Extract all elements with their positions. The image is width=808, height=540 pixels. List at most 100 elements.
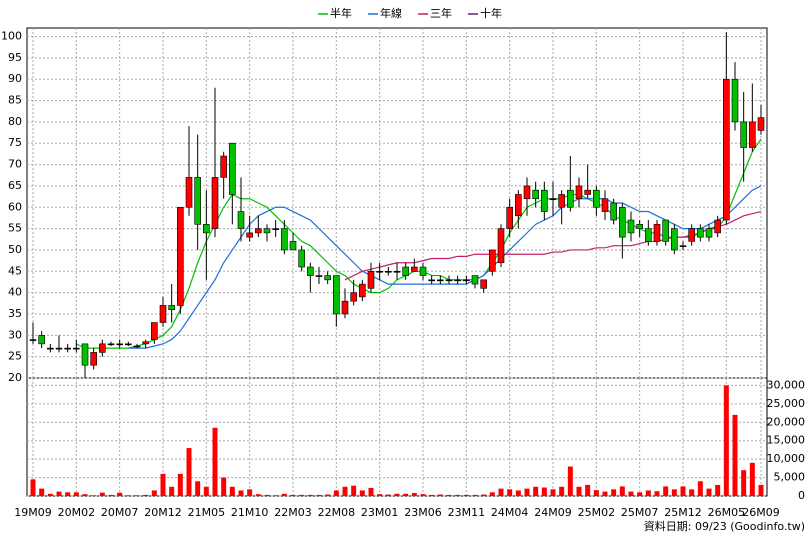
y-tick-label: 45 [8, 264, 22, 277]
candle-body [38, 335, 45, 345]
candle-body [714, 219, 721, 234]
volume-bar [671, 489, 677, 496]
candle-body [506, 206, 513, 229]
volume-bar [715, 484, 721, 496]
candle-body [133, 345, 141, 348]
candle-body [584, 189, 591, 195]
candle-body [29, 339, 37, 341]
candle-body [185, 177, 193, 208]
volume-bar [463, 494, 469, 496]
candle-body [263, 228, 271, 234]
footer: 資料日期: 09/23 (Goodinfo.tw) [644, 519, 805, 533]
y-tick-label: 55 [8, 222, 22, 235]
x-tick-label: 23M06 [404, 506, 442, 519]
volume-bar [125, 495, 131, 496]
legend-label: 半年 [330, 6, 352, 20]
candle-body [99, 343, 106, 353]
volume-bar [654, 491, 660, 496]
candle-body [168, 305, 175, 311]
candle-body [610, 202, 617, 221]
volume-bar [723, 385, 729, 496]
volume-bar [524, 488, 530, 496]
volume-bar [455, 494, 461, 496]
x-tick-label: 20M02 [58, 506, 96, 519]
candle-body [159, 305, 167, 323]
volume-bar [238, 490, 244, 496]
candle-body [619, 206, 626, 238]
x-tick-label: 20M07 [101, 506, 139, 519]
volume-bar [593, 490, 599, 496]
candle-body [324, 275, 331, 281]
candle-body [289, 241, 297, 251]
volume-bar [99, 492, 105, 496]
candle-body [246, 232, 253, 238]
candle-body [480, 279, 487, 289]
y-tick-label: 20 [8, 371, 22, 384]
y-tick-label: 25 [8, 350, 22, 363]
x-tick-label: 22M03 [274, 506, 312, 519]
candle-body [749, 121, 756, 148]
volume-bar [741, 470, 747, 496]
candle-body [220, 155, 227, 178]
candle-body [515, 194, 522, 217]
y2-tick-label: 5,000 [774, 471, 806, 484]
candle-body [428, 279, 435, 282]
y2-tick-label: 15,000 [767, 434, 806, 447]
candle-body [411, 266, 418, 272]
x-tick-label: 25M12 [664, 506, 702, 519]
y2-tick-label: 30,000 [767, 378, 806, 391]
volume-bar [611, 489, 617, 496]
volume-bar [359, 490, 365, 496]
y-tick-label: 40 [8, 286, 22, 299]
volume-bar [134, 495, 140, 496]
y2-tick-label: 10,000 [767, 452, 806, 465]
candle-body [81, 343, 89, 366]
volume-bar [65, 492, 71, 496]
candle-body [272, 228, 279, 230]
volume-bar [307, 494, 313, 496]
volume-bar [39, 488, 45, 496]
candle-body [142, 341, 149, 345]
volume-bar [706, 488, 712, 496]
candle-body [697, 228, 704, 238]
candle-body [471, 275, 479, 285]
volume-bar [411, 493, 417, 496]
volume-bar [680, 486, 686, 496]
candle-body [315, 275, 323, 277]
volume-bar [368, 487, 374, 496]
legend-label: 年線 [380, 6, 402, 20]
y-tick-label: 65 [8, 179, 22, 192]
volume-bar [645, 490, 651, 496]
volume-bar [403, 493, 409, 496]
volume-bar [229, 486, 235, 496]
candle-body [463, 279, 470, 282]
candle-body [497, 228, 505, 264]
volume-bar [203, 486, 209, 496]
volume-bar [56, 491, 62, 496]
volume-bar [663, 486, 669, 496]
volume-bar [333, 490, 339, 496]
candle-body [116, 343, 123, 346]
volume-bar [351, 485, 357, 496]
volume-bar [446, 494, 452, 496]
x-tick-label: 21M05 [188, 506, 226, 519]
candle-body [125, 343, 132, 346]
candle-body [177, 206, 184, 306]
candle-body [523, 185, 531, 200]
y-tick-label: 90 [8, 72, 22, 85]
candle-body [437, 279, 444, 282]
volume-bar [437, 494, 443, 496]
y-tick-label: 50 [8, 243, 22, 256]
volume-bar [47, 493, 53, 496]
candle-body [367, 270, 375, 289]
candle-body [307, 266, 314, 276]
x-tick-label: 26M05 [708, 506, 746, 519]
candle-body [489, 249, 496, 272]
volume-bar [342, 486, 348, 496]
candle-body [107, 343, 115, 346]
legend-label: 十年 [480, 6, 502, 20]
y2-tick-label: 20,000 [767, 415, 806, 428]
ma-line [128, 185, 762, 349]
volume-bar [212, 427, 218, 496]
volume-bar [281, 493, 287, 496]
